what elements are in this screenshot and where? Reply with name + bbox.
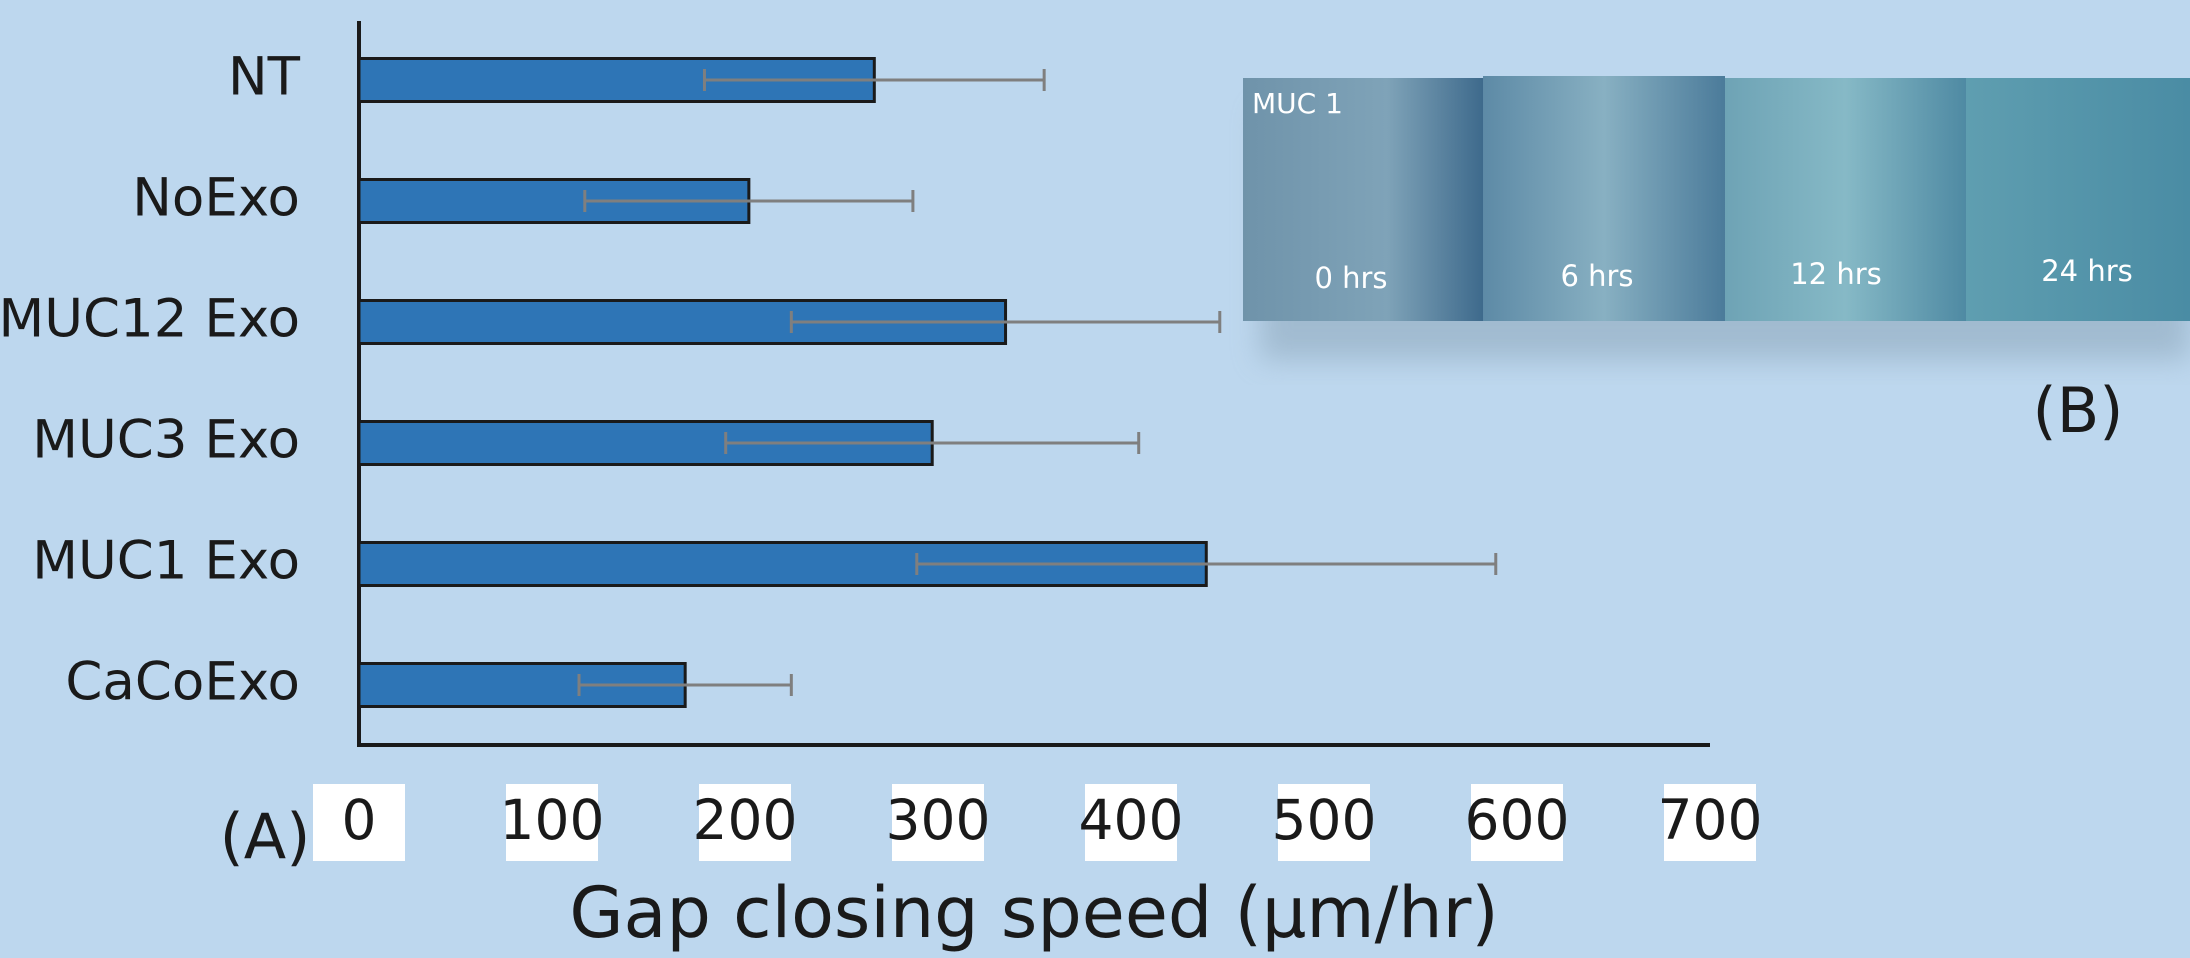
x-axis-title: Gap closing speed (µm/hr) — [569, 872, 1498, 954]
page: MUC 1 0 hrs 6 hrs 12 hrs 24 hrs (B) (A) … — [0, 0, 2190, 958]
x-tick-label: 300 — [886, 788, 991, 852]
x-tick-label: 100 — [500, 788, 605, 852]
x-tick-label: 400 — [1079, 788, 1184, 852]
time-label: 0 hrs — [1314, 261, 1387, 295]
y-tick-label: CaCoExo — [65, 652, 300, 713]
time-label: 6 hrs — [1560, 259, 1633, 293]
y-tick-label: MUC3 Exo — [32, 410, 300, 471]
image-label: MUC 1 — [1252, 87, 1343, 120]
x-tick-label: 600 — [1465, 788, 1570, 852]
panel-label: (B) — [2033, 374, 2124, 447]
chart: MUC 1 0 hrs 6 hrs 12 hrs 24 hrs (B) (A) … — [0, 0, 2190, 958]
panel-label: (A) — [220, 800, 311, 873]
x-tick-label: 700 — [1658, 788, 1763, 852]
time-label: 24 hrs — [2041, 254, 2133, 288]
y-tick-label: MUC12 Exo — [0, 289, 300, 350]
x-tick-label: 200 — [693, 788, 798, 852]
y-tick-label: NoExo — [132, 168, 300, 229]
x-tick-label: 0 — [342, 788, 377, 852]
time-label: 12 hrs — [1790, 257, 1882, 291]
y-tick-label: NT — [228, 47, 301, 108]
x-tick-label: 500 — [1272, 788, 1377, 852]
y-tick-label: MUC1 Exo — [32, 531, 300, 592]
